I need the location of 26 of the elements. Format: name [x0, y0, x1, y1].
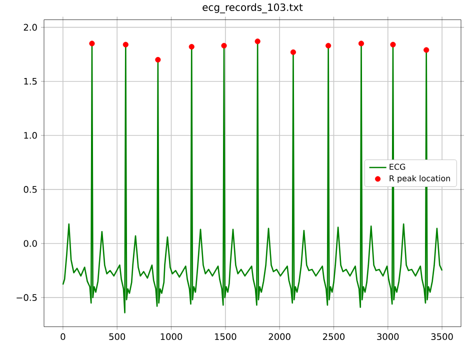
- point: [89, 40, 95, 46]
- chart-title: ecg_records_103.txt: [202, 3, 303, 14]
- y-tick-label: 0.0: [24, 240, 37, 248]
- x-tick-label: 500: [109, 333, 126, 340]
- point: [155, 57, 161, 63]
- point: [221, 43, 227, 49]
- x-tick-label: 2000: [268, 333, 290, 340]
- point: [254, 38, 260, 44]
- x-tick-label: 1500: [215, 333, 236, 340]
- x-tick-label: 2500: [322, 333, 345, 340]
- y-tick-label: 0.5: [24, 186, 37, 193]
- x-tick-label: 3000: [377, 333, 399, 340]
- x-tick-label: 0: [60, 333, 66, 340]
- y-tick-label: 1.0: [24, 132, 37, 139]
- point: [188, 44, 194, 50]
- y-tick-label: −0.5: [16, 294, 37, 302]
- point: [122, 42, 128, 48]
- point: [390, 42, 396, 48]
- point: [424, 47, 430, 53]
- point: [326, 43, 332, 49]
- x-tick-label: 1000: [160, 333, 182, 340]
- point: [290, 49, 296, 56]
- y-tick-label: 2.0: [24, 24, 37, 31]
- y-tick-label: 1.5: [24, 78, 37, 85]
- x-tick-label: 3500: [431, 333, 453, 340]
- point: [358, 40, 364, 46]
